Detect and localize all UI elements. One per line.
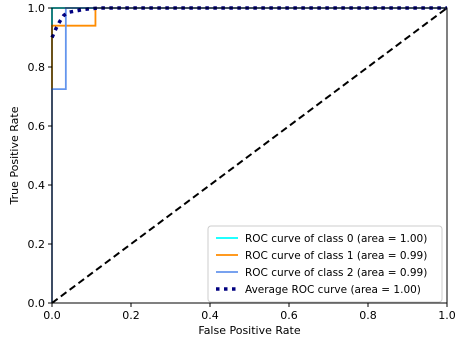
x-tick-label: 0.6 [280,309,298,322]
series-3-line [50,6,447,39]
y-tick-label: 0.0 [28,297,46,310]
legend: ROC curve of class 0 (area = 1.00) ROC cu… [207,225,443,303]
plot-area-frame [51,7,448,304]
y-tick-label: 0.6 [28,120,46,133]
y-tick-label: 0.4 [28,179,46,192]
x-tick-label: 0.0 [43,309,61,322]
legend-entry-label: Average ROC curve (area = 1.00) [245,284,421,296]
y-tick-label: 0.2 [28,238,46,251]
x-tick-label: 0.8 [359,309,377,322]
x-tick-label: 1.0 [438,309,456,322]
x-axis-label: False Positive Rate [198,324,300,337]
legend-box [207,225,443,303]
y-tick-label: 1.0 [28,2,46,15]
axis-ticks: 0.0 0.2 0.4 0.6 0.8 1.0 0.0 0.2 0.4 0.6 0.8 1.0 [28,2,456,322]
y-tick-label: 0.8 [28,61,46,74]
x-tick-label: 0.4 [201,309,219,322]
legend-entry-label: ROC curve of class 0 (area = 1.00) [245,233,427,245]
x-tick-label: 0.2 [122,309,140,322]
y-axis-label: True Positive Rate [8,106,21,205]
legend-entry-label: ROC curve of class 2 (area = 0.99) [245,267,427,279]
chance-diagonal-line [51,7,448,304]
legend-entry-label: ROC curve of class 1 (area = 0.99) [245,250,427,262]
